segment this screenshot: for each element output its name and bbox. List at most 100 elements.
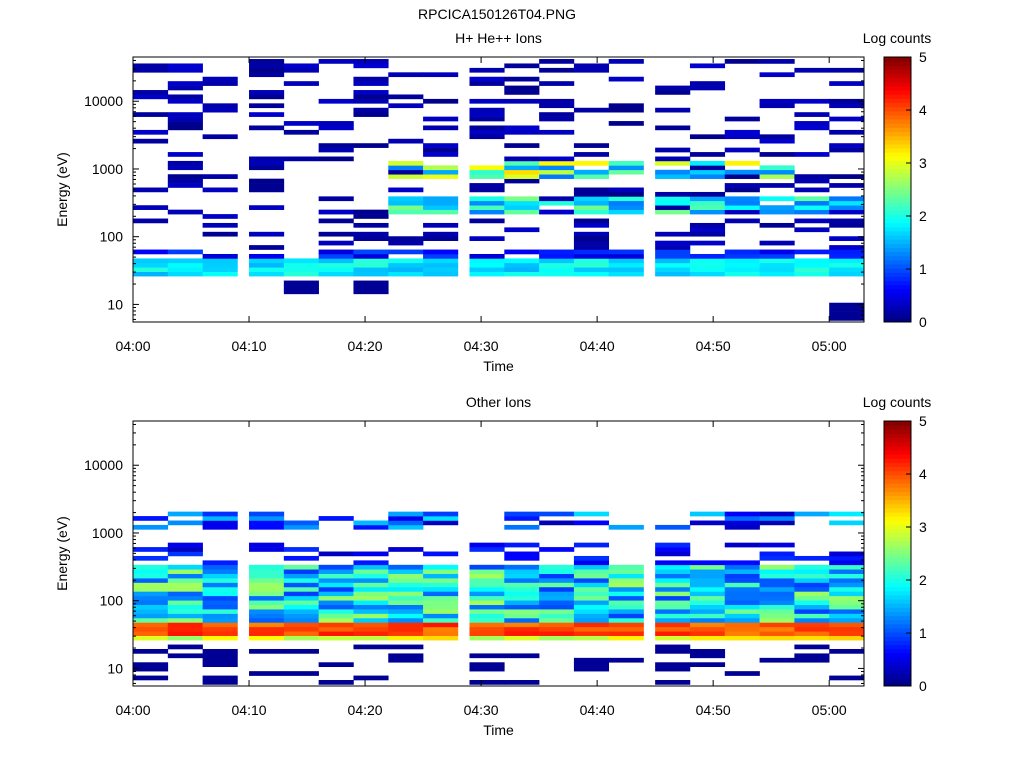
heatmap-cell — [133, 516, 169, 521]
heatmap-cell — [504, 622, 540, 628]
heatmap-cell — [689, 591, 726, 597]
heatmap-cell — [724, 591, 760, 597]
heatmap-cell — [133, 267, 169, 272]
heatmap-cell — [829, 600, 865, 605]
heatmap-cell — [573, 191, 610, 197]
heatmap-cell — [655, 680, 691, 685]
heatmap-cell — [249, 613, 285, 619]
heatmap-cell — [689, 617, 726, 623]
colorbar-swatch — [884, 57, 911, 62]
heatmap-cell — [655, 586, 691, 592]
heatmap-cell — [794, 600, 830, 605]
heatmap-cell — [759, 205, 795, 210]
heatmap-cell — [423, 72, 459, 78]
heatmap-cell — [388, 209, 424, 215]
heatmap-cell — [655, 551, 691, 557]
heatmap-cell — [573, 569, 610, 574]
heatmap-cell — [423, 582, 459, 588]
heatmap-cell — [388, 657, 424, 663]
heatmap-cell — [608, 573, 644, 579]
heatmap-cell — [759, 617, 795, 623]
heatmap-cell — [283, 524, 319, 530]
heatmap-cell — [504, 160, 540, 166]
heatmap-cell — [573, 542, 610, 548]
heatmap-cell — [469, 236, 505, 241]
heatmap-cell — [689, 231, 726, 237]
heatmap-cell — [608, 59, 644, 64]
heatmap-cell — [202, 76, 238, 82]
heatmap-cell — [794, 622, 830, 628]
heatmap-cell — [318, 249, 354, 255]
heatmap-cell — [167, 595, 203, 601]
heatmap-cell — [573, 222, 610, 228]
heatmap-cell — [353, 569, 389, 574]
heatmap-cell — [249, 626, 285, 632]
x-tick-label: 04:20 — [348, 338, 383, 354]
y-tick-label: 1000 — [92, 161, 123, 177]
colorbar-swatch — [884, 172, 911, 178]
heatmap-cell — [655, 125, 691, 131]
heatmap-cell — [388, 196, 424, 202]
heatmap-cell — [353, 591, 389, 597]
heatmap-cell — [318, 196, 354, 202]
heatmap-cell — [573, 169, 610, 175]
heatmap-cell — [423, 249, 459, 255]
heatmap-cell — [689, 152, 726, 157]
heatmap-cell — [469, 653, 505, 659]
colorbar-tick-label: 5 — [919, 413, 927, 429]
heatmap-cell — [608, 76, 644, 82]
heatmap-cell — [504, 609, 540, 614]
heatmap-cell — [469, 98, 505, 104]
heatmap-cell — [388, 609, 424, 614]
heatmap-cell — [655, 258, 691, 264]
heatmap-cell — [655, 591, 691, 597]
heatmap-cell — [759, 551, 795, 557]
heatmap-cell — [318, 551, 354, 557]
heatmap-cell — [167, 617, 203, 623]
heatmap-cell — [794, 609, 830, 614]
heatmap-cell — [504, 551, 540, 557]
colorbar-swatch — [884, 272, 911, 277]
heatmap-cell — [353, 236, 389, 241]
colorbar: Log counts 0 1 2 3 4 5 — [863, 30, 932, 330]
heatmap-cell — [794, 631, 830, 636]
heatmap-cell — [423, 143, 459, 148]
heatmap-cell — [608, 258, 644, 264]
heatmap-cell — [608, 657, 644, 663]
heatmap-cell — [469, 134, 505, 140]
heatmap-cell — [759, 586, 795, 592]
heatmap-cell — [318, 59, 354, 64]
heatmap-cell — [724, 560, 760, 566]
heatmap-cell — [539, 112, 575, 117]
colorbar-tick-label: 3 — [919, 155, 927, 171]
colorbar-swatch — [884, 636, 911, 641]
x-tick-label: 04:00 — [115, 702, 150, 718]
heatmap-cell — [353, 249, 389, 255]
heatmap-cell — [133, 524, 169, 530]
heatmap-cell — [504, 271, 540, 277]
heatmap-cell — [388, 236, 424, 241]
heatmap-cell — [423, 262, 459, 268]
heatmap-cell — [249, 591, 285, 597]
heatmap-cell — [794, 653, 830, 659]
heatmap-cell — [202, 662, 238, 668]
colorbar-swatch — [884, 615, 911, 621]
heatmap-cell — [423, 169, 459, 175]
colorbar-swatch — [884, 305, 911, 311]
y-axis-label: Energy (eV) — [54, 516, 70, 591]
heatmap-cell — [202, 604, 238, 610]
heatmap-cell — [794, 205, 830, 210]
heatmap-cell — [504, 249, 540, 255]
heatmap-cell — [318, 569, 354, 574]
heatmap-cell — [353, 578, 389, 583]
colorbar-swatch — [884, 532, 911, 538]
heatmap-cell — [469, 609, 505, 614]
heatmap-cell — [469, 253, 505, 259]
heatmap-cell — [423, 573, 459, 579]
colorbar-swatch — [884, 437, 911, 443]
heatmap-cell — [388, 165, 424, 171]
colorbar-swatch — [884, 243, 911, 248]
heatmap-cell — [689, 209, 726, 215]
heatmap-cell — [388, 169, 424, 175]
heatmap-cell — [202, 595, 238, 601]
